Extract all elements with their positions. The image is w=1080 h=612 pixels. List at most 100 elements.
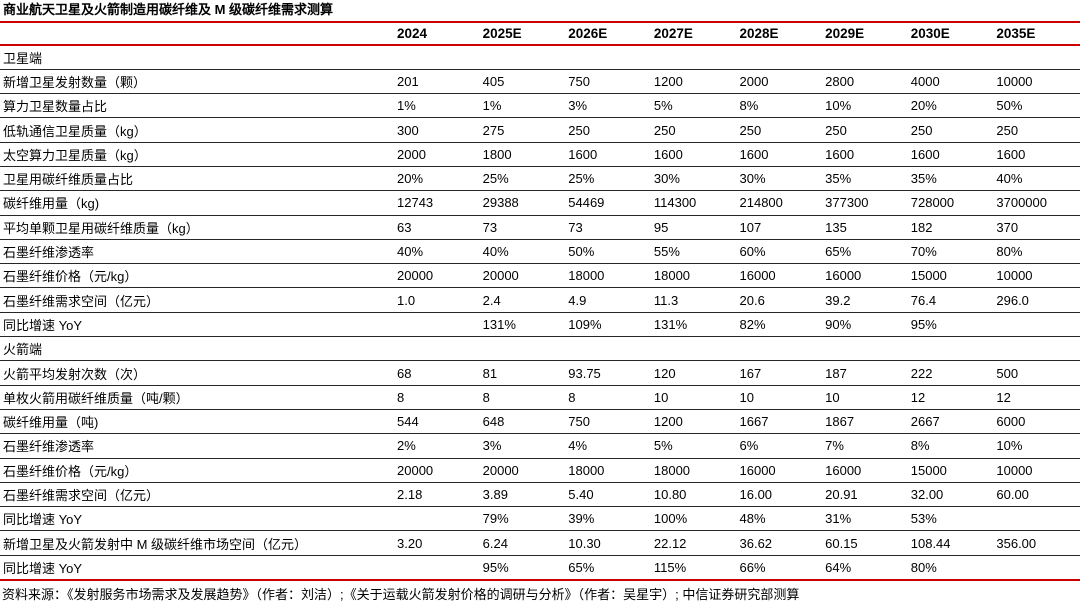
cell-value: 15000 (908, 263, 995, 289)
row-label: 单枚火箭用碳纤维质量（吨/颗） (0, 385, 395, 410)
cell-value: 3700000 (994, 190, 1080, 216)
cell-value: 50% (994, 93, 1080, 119)
cell-value: 167 (737, 360, 824, 386)
cell-value: 214800 (737, 190, 824, 216)
cell-value: 35% (823, 166, 909, 192)
page-title: 商业航天卫星及火箭制造用碳纤维及 M 级碳纤维需求测算 (3, 2, 334, 17)
row-label: 低轨通信卫星质量（kg） (0, 117, 395, 143)
cell-value: 728000 (908, 190, 995, 216)
cell-value: 70% (908, 239, 995, 265)
cell-value: 1600 (994, 142, 1080, 167)
cell-value: 750 (566, 409, 652, 435)
cell-value: 30% (737, 166, 824, 192)
row-label: 卫星端 (0, 45, 395, 70)
cell-value: 6000 (994, 409, 1080, 435)
cell-value: 356.00 (994, 530, 1080, 556)
source-note: 资料来源：《发射服务市场需求及发展趋势》（作者：刘洁）;《关于运载火箭发射价格的… (2, 586, 800, 602)
table-row: 火箭平均发射次数（次） 68 81 93.75 120 167 187 222 500 (0, 360, 1080, 386)
cell-value: 16000 (823, 263, 909, 289)
row-label: 火箭端 (0, 336, 395, 362)
cell-value: 22.12 (651, 530, 738, 556)
cell-value: 65% (823, 239, 909, 265)
cell-value: 1800 (480, 142, 567, 167)
cell-value: 18000 (566, 263, 652, 289)
cell-value: 68 (395, 360, 481, 386)
cell-value: 201 (395, 69, 481, 95)
column-header: 2030E (908, 22, 995, 46)
cell-value: 10.30 (566, 530, 652, 556)
cell-value: 35% (908, 166, 995, 192)
cell-value (994, 45, 1080, 70)
cell-value (651, 336, 738, 362)
cell-value: 82% (737, 312, 824, 338)
cell-value: 25% (566, 166, 652, 192)
table-row: 同比增速 YoY 131% 109% 131% 82% 90% 95% (0, 312, 1080, 338)
column-header: 2026E (566, 22, 652, 46)
cell-value: 1600 (737, 142, 824, 167)
cell-value: 12 (908, 385, 995, 410)
cell-value: 20000 (480, 458, 567, 483)
cell-value: 60.15 (823, 530, 909, 556)
cell-value: 10 (737, 385, 824, 410)
cell-value (908, 336, 995, 362)
row-label: 碳纤维用量（kg) (0, 190, 395, 216)
cell-value (651, 45, 738, 70)
cell-value: 750 (566, 69, 652, 95)
cell-value: 54469 (566, 190, 652, 216)
cell-value: 3.20 (395, 530, 481, 556)
cell-value: 109% (566, 312, 652, 338)
cell-value: 10000 (994, 458, 1080, 483)
cell-value: 18000 (651, 263, 738, 289)
cell-value: 131% (480, 312, 567, 338)
row-label: 平均单颗卫星用碳纤维质量（kg） (0, 215, 395, 240)
cell-value: 2667 (908, 409, 995, 435)
row-label: 同比增速 YoY (3, 560, 82, 576)
cell-value: 31% (823, 506, 909, 532)
cell-value: 2000 (737, 69, 824, 95)
cell-value (395, 506, 481, 532)
table-row: 碳纤维用量（吨) 544 648 750 1200 1667 1867 2667 6000 (0, 409, 1080, 435)
table-row: 单枚火箭用碳纤维质量（吨/颗） 8 8 8 10 10 10 12 12 (0, 385, 1080, 410)
row-label: 算力卫星数量占比 (0, 93, 395, 119)
cell-value: 544 (395, 409, 481, 435)
cell-value: 5.40 (566, 482, 652, 508)
cell-value: 7% (823, 433, 909, 459)
table-row: 石墨纤维需求空间（亿元） 1.0 2.4 4.9 11.3 20.6 39.2 76.4 296… (0, 287, 1080, 313)
column-header: 2027E (651, 22, 738, 46)
cell-value: 36.62 (737, 530, 824, 556)
table-row: 卫星用碳纤维质量占比 20% 25% 25% 30% 30% 35% 35% 40% (0, 166, 1080, 192)
cell-value: 8 (566, 385, 652, 410)
cell-value: 1% (480, 93, 567, 119)
cell-value: 73 (566, 215, 652, 240)
cell-value: 370 (994, 215, 1080, 240)
cell-value: 20% (395, 166, 481, 192)
cell-value: 18000 (651, 458, 738, 483)
cell-value: 95% (482, 559, 509, 575)
cell-value: 4.9 (566, 287, 652, 313)
cell-value: 39.2 (823, 287, 909, 313)
cell-value (737, 336, 824, 362)
table-row: 石墨纤维需求空间（亿元） 2.18 3.89 5.40 10.80 16.00 20.91 3… (0, 482, 1080, 508)
cell-value: 1600 (651, 142, 738, 167)
cell-value (566, 336, 652, 362)
row-label: 同比增速 YoY (0, 506, 395, 532)
cell-value: 114300 (651, 190, 738, 216)
cell-value: 275 (480, 117, 567, 143)
table-row: 碳纤维用量（kg) 12743 29388 54469 114300 214800 3773… (0, 190, 1080, 216)
cell-value: 250 (908, 117, 995, 143)
table-row: 算力卫星数量占比 1% 1% 3% 5% 8% 10% 20% 50% (0, 93, 1080, 119)
cell-value: 8 (480, 385, 567, 410)
cell-value: 10.80 (651, 482, 738, 508)
cell-value: 120 (651, 360, 738, 386)
row-label: 石墨纤维渗透率 (0, 433, 395, 459)
cell-value: 4% (566, 433, 652, 459)
table-row: 石墨纤维渗透率 2% 3% 4% 5% 6% 7% 8% 10% (0, 433, 1080, 459)
cell-value: 1% (395, 93, 481, 119)
cell-value: 8% (908, 433, 995, 459)
cell-value: 20% (908, 93, 995, 119)
table-row: 同比增速 YoY 95% 65% 115% 66% 64% 80% (0, 555, 1080, 579)
cell-value: 250 (651, 117, 738, 143)
cell-value: 30% (651, 166, 738, 192)
cell-value (395, 45, 481, 70)
cell-value: 65% (568, 559, 595, 575)
